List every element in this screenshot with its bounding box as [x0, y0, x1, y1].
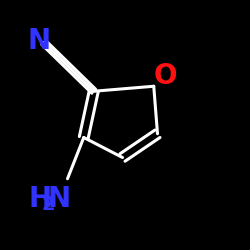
- Text: H: H: [28, 185, 52, 213]
- Text: N: N: [27, 27, 50, 55]
- Text: N: N: [47, 185, 70, 213]
- Text: 2: 2: [42, 196, 56, 214]
- Text: O: O: [153, 62, 177, 90]
